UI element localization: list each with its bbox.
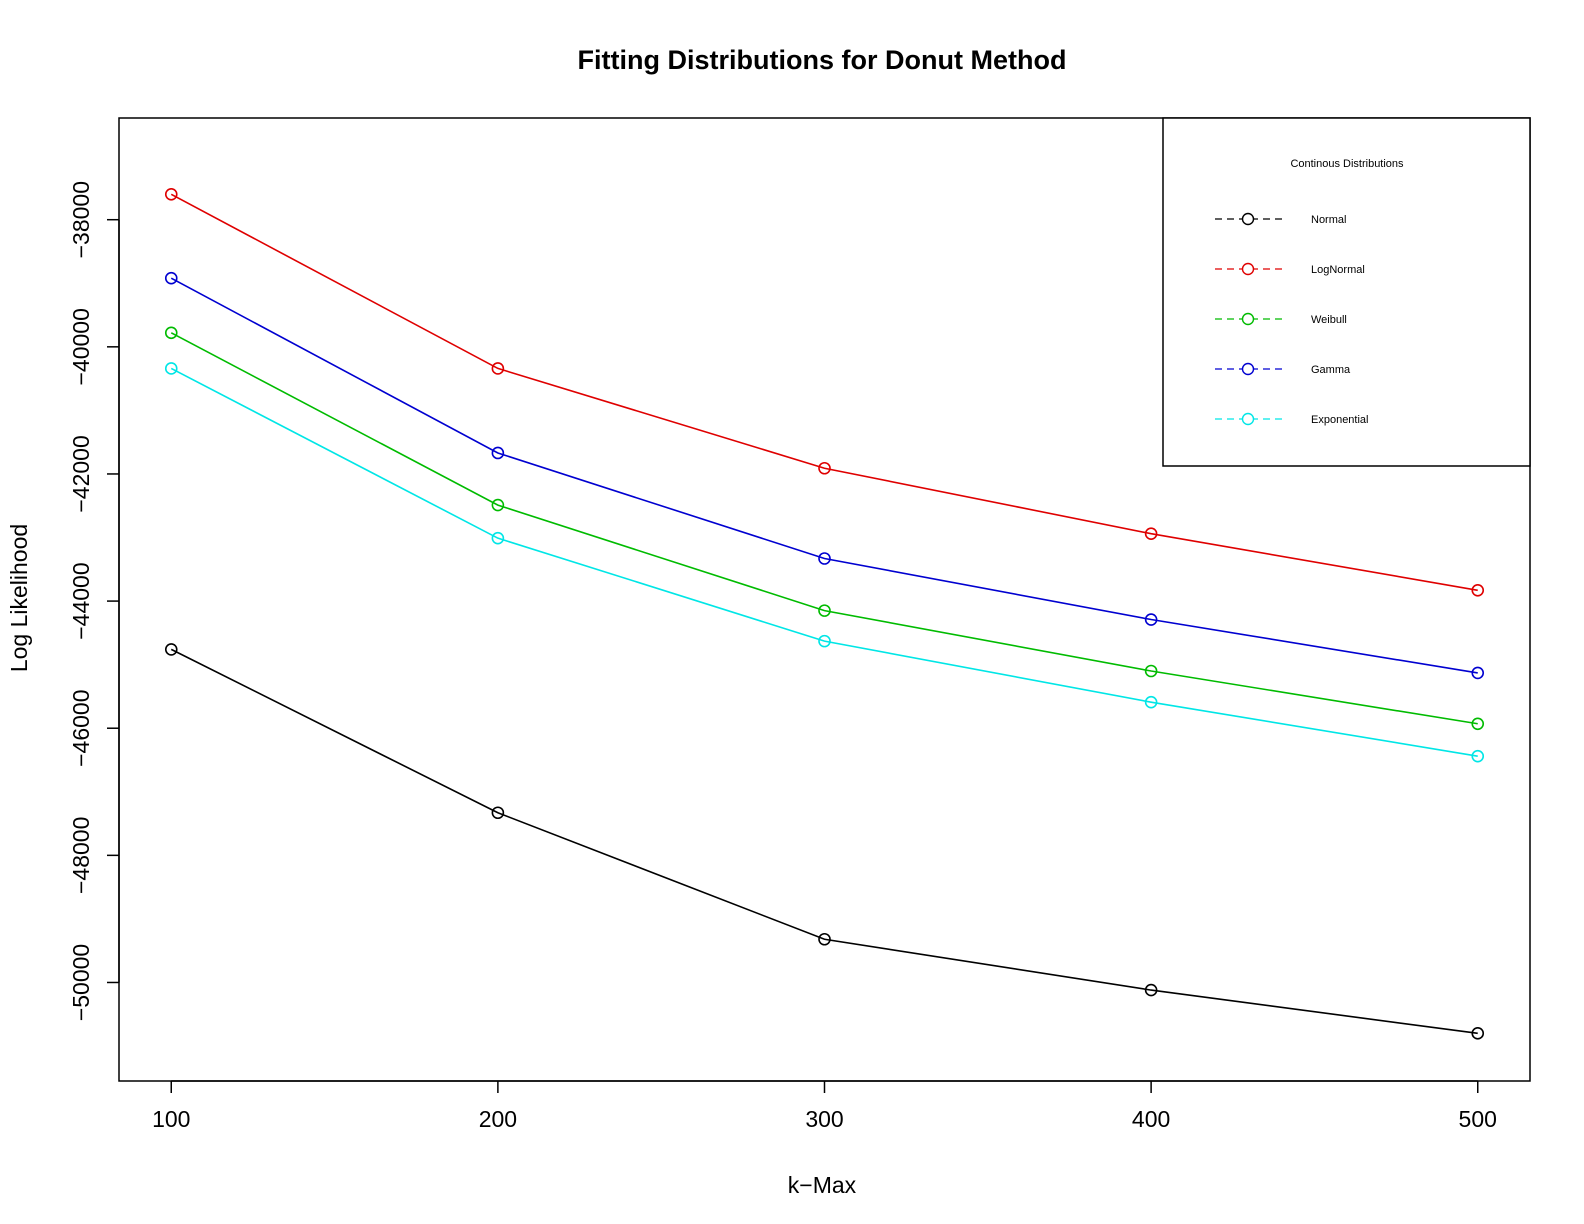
data-point: [1471, 749, 1485, 763]
legend-marker: [1241, 312, 1255, 326]
data-point: [491, 806, 505, 820]
data-point: [1471, 666, 1485, 680]
legend-label: Weibull: [1311, 314, 1347, 326]
y-tick-label: −42000: [68, 435, 94, 512]
data-point: [1471, 717, 1485, 731]
data-point: [1471, 583, 1485, 597]
legend-item-lognormal: LogNormal: [1215, 262, 1365, 276]
legend: Continous Distributions Normal LogNormal W…: [1162, 117, 1531, 467]
y-axis-label: Log Likelihood: [6, 524, 32, 672]
legend-label: Exponential: [1311, 414, 1369, 426]
x-tick-label: 500: [1459, 1106, 1497, 1132]
series-line: [170, 332, 1478, 725]
y-tick-label: −50000: [68, 944, 94, 1021]
legend-item-weibull: Weibull: [1215, 312, 1347, 326]
series-weibull: [164, 326, 1485, 731]
y-tick-label: −44000: [68, 562, 94, 639]
series-layer: [164, 187, 1485, 1040]
y-axis-label-group: Log Likelihood: [6, 524, 32, 672]
x-tick-label: 400: [1132, 1106, 1170, 1132]
chart-title: Fitting Distributions for Donut Method: [578, 45, 1067, 75]
data-point: [1144, 695, 1158, 709]
data-point: [818, 461, 831, 475]
legend-label: LogNormal: [1311, 264, 1365, 276]
data-point: [164, 643, 178, 656]
legend-item-gamma: Gamma: [1215, 362, 1351, 376]
x-axis: 100 200 300 400 500: [152, 1080, 1497, 1132]
x-axis-label: k−Max: [788, 1172, 857, 1198]
legend-items: Normal LogNormal Weibull Gamma Exponential: [1215, 212, 1369, 426]
data-point: [1144, 664, 1158, 678]
data-point: [164, 271, 178, 285]
legend-title: Continous Distributions: [1290, 158, 1404, 170]
legend-marker: [1241, 362, 1255, 376]
data-point: [164, 326, 178, 340]
series-normal: [164, 643, 1485, 1040]
y-axis: −50000 −48000 −46000 −44000 −42000 −40000 −380…: [68, 181, 120, 1021]
data-point: [1144, 527, 1158, 541]
series-line: [170, 367, 1478, 757]
series-exponential: [164, 362, 1485, 763]
data-point: [818, 634, 831, 648]
data-point: [818, 604, 831, 617]
x-tick-label: 100: [152, 1106, 190, 1132]
data-point: [818, 552, 831, 565]
x-tick-label: 300: [805, 1106, 843, 1132]
series-line: [170, 648, 1478, 1035]
data-point: [1471, 1027, 1485, 1040]
series-line: [170, 277, 1478, 674]
data-point: [818, 932, 831, 946]
legend-marker: [1241, 412, 1255, 426]
data-point: [164, 362, 178, 375]
data-point: [491, 531, 505, 545]
data-point: [1144, 983, 1158, 997]
y-tick-label: −46000: [68, 690, 94, 767]
legend-label: Gamma: [1311, 364, 1351, 376]
data-point: [164, 187, 178, 201]
series-gamma: [164, 271, 1485, 680]
series-lognormal: [164, 187, 1485, 597]
legend-marker: [1241, 262, 1255, 276]
data-point: [491, 498, 505, 512]
legend-marker: [1241, 212, 1255, 226]
data-point: [1144, 613, 1158, 626]
y-tick-label: −48000: [68, 817, 94, 894]
x-tick-label: 200: [479, 1106, 517, 1132]
legend-label: Normal: [1311, 214, 1346, 226]
y-tick-label: −40000: [68, 308, 94, 385]
series-line: [170, 193, 1478, 592]
data-point: [491, 362, 505, 375]
legend-frame: [1162, 117, 1531, 467]
legend-item-normal: Normal: [1215, 212, 1346, 226]
y-tick-label: −38000: [68, 181, 94, 258]
legend-item-exponential: Exponential: [1215, 412, 1369, 426]
data-point: [491, 446, 505, 460]
